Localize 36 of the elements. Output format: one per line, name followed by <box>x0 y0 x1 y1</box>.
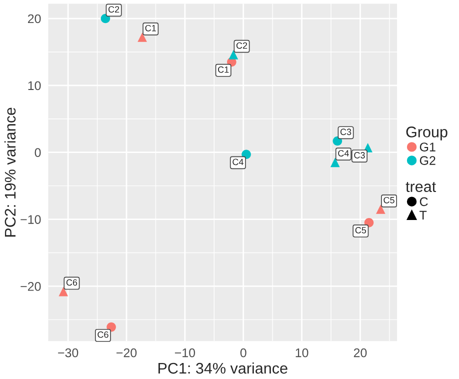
legend-label: G2 <box>420 156 436 165</box>
x-tick-label: −30 <box>58 348 78 358</box>
annotation: C1 <box>145 24 156 32</box>
y-axis-title: PC2: 19% variance <box>4 108 16 237</box>
point <box>330 158 340 168</box>
x-tick-label: 20 <box>354 348 367 358</box>
annotation: C6 <box>66 279 78 286</box>
annotation: C5 <box>384 196 394 204</box>
point <box>138 32 147 42</box>
annotation: C3 <box>354 152 365 158</box>
y-tick-label: 0 <box>34 148 41 158</box>
y-tick-label: 20 <box>28 14 41 24</box>
y-tick-label: −20 <box>20 282 41 291</box>
legend-label: C <box>420 197 428 206</box>
x-axis-title: PC1: 34% variance <box>158 362 288 374</box>
text: Group <box>406 126 448 140</box>
annotation: C4 <box>338 150 349 156</box>
annotation: C1 <box>218 66 229 73</box>
point <box>376 204 386 214</box>
y-tick-label: −10 <box>20 215 41 224</box>
y-tick-label: 10 <box>28 81 41 90</box>
text: treat <box>406 182 436 192</box>
annotation: C2 <box>236 42 248 49</box>
annotation: C6 <box>98 331 108 338</box>
annotation: C2 <box>108 6 120 13</box>
annotation: C4 <box>232 158 244 166</box>
x-tick-label: −20 <box>116 348 137 358</box>
x-tick-label: 0 <box>240 348 246 358</box>
x-tick-label: 10 <box>296 348 308 358</box>
point <box>58 286 68 296</box>
x-tick-label: −10 <box>174 348 196 358</box>
legend-label: G1 <box>420 142 436 152</box>
point <box>228 50 238 60</box>
annotation: C5 <box>355 227 366 234</box>
annotation: C3 <box>340 128 352 136</box>
legend-label: T <box>420 210 427 220</box>
